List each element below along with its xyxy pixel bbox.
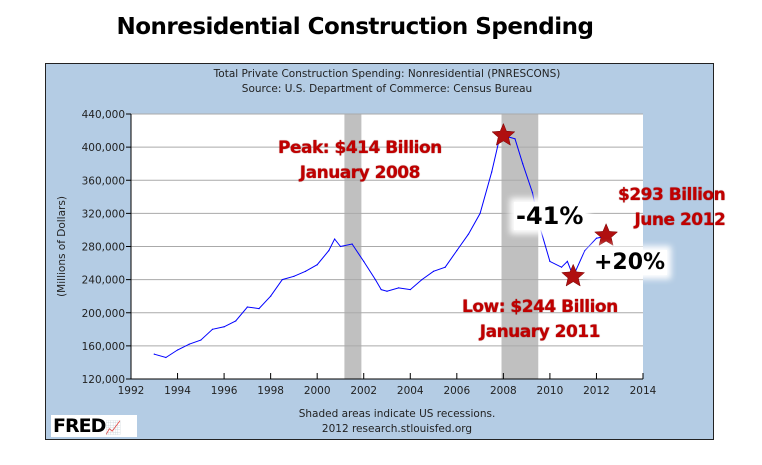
chart-icon: 📈: [105, 421, 122, 436]
data-point: [339, 245, 342, 248]
data-point: [188, 343, 190, 345]
data-point: [270, 295, 272, 297]
y-tick-label: 440,000: [82, 109, 125, 121]
x-tick-label: 1996: [211, 385, 238, 397]
x-tick-label: 1994: [164, 385, 191, 397]
x-tick-label: 2004: [397, 385, 424, 397]
star-marker: [491, 122, 516, 146]
x-tick-label: 2010: [537, 385, 564, 397]
peak-date: January 2008: [299, 163, 421, 183]
x-tick-label: 2006: [443, 385, 470, 397]
data-point: [281, 279, 283, 281]
x-tick-label: 1992: [118, 385, 145, 397]
data-point: [566, 260, 568, 263]
y-tick-label: 240,000: [82, 275, 125, 287]
data-point: [479, 212, 481, 214]
star-marker: [561, 263, 586, 287]
fred-logo: FRED📈: [51, 415, 137, 437]
page-title: Nonresidential Construction Spending: [116, 14, 594, 40]
x-tick-label: 1998: [257, 385, 284, 397]
low-annotation: Low: $244 Billion January 2011: [462, 297, 618, 342]
fred-logo-text: FRED: [53, 415, 106, 437]
y-tick-label: 280,000: [82, 242, 125, 254]
star-marker: [594, 223, 619, 246]
data-point: [549, 260, 551, 263]
data-point: [421, 279, 423, 281]
latest-label: $293 Billion: [618, 185, 726, 205]
data-point: [153, 353, 155, 355]
x-tick-label: 2008: [490, 385, 517, 397]
footer-source: 2012 research.stlouisfed.org: [322, 423, 472, 435]
y-axis-label: (Millions of Dollars): [56, 196, 68, 297]
data-point: [304, 270, 307, 272]
y-tick-label: 360,000: [82, 175, 125, 187]
chart-title: Total Private Construction Spending: Non…: [213, 68, 561, 80]
latest-date: June 2012: [634, 210, 726, 230]
data-point: [316, 264, 318, 266]
y-tick-label: 320,000: [82, 208, 125, 220]
data-point: [584, 250, 586, 252]
data-point: [328, 250, 330, 252]
peak-annotation: Peak: $414 Billion January 2008: [278, 138, 442, 183]
data-point: [467, 233, 470, 235]
data-point: [409, 288, 411, 291]
data-point: [374, 279, 376, 281]
x-tick-label: 2002: [350, 385, 377, 397]
rise-percent: +20%: [592, 250, 668, 275]
data-point: [386, 290, 388, 292]
data-point: [456, 250, 458, 252]
data-point: [560, 266, 563, 268]
data-point: [398, 287, 400, 289]
data-point: [176, 349, 179, 351]
data-point: [293, 275, 295, 277]
data-point: [334, 238, 336, 240]
chart-subtitle: Source: U.S. Department of Commerce: Cen…: [242, 83, 532, 95]
y-tick-label: 120,000: [82, 374, 125, 386]
y-tick-label: 160,000: [82, 341, 125, 353]
decline-percent: -41%: [514, 202, 586, 230]
data-point: [235, 320, 237, 322]
data-point: [200, 339, 202, 341]
data-point: [595, 237, 598, 239]
low-date: January 2011: [479, 322, 601, 342]
data-point: [351, 243, 353, 245]
data-point: [522, 163, 524, 165]
data-point: [363, 260, 365, 263]
data-point: [165, 356, 167, 359]
low-label: Low: $244 Billion: [462, 297, 618, 317]
data-point: [491, 171, 493, 173]
data-point: [531, 192, 534, 194]
data-point: [444, 266, 446, 268]
data-point: [211, 328, 214, 330]
x-tick-label: 2000: [304, 385, 331, 397]
x-tick-label: 2012: [583, 385, 610, 397]
data-point: [223, 326, 225, 328]
footer-note: Shaded areas indicate US recessions.: [299, 408, 496, 420]
data-point: [258, 308, 260, 310]
y-tick-label: 400,000: [82, 142, 125, 154]
latest-annotation: $293 Billion June 2012: [618, 185, 726, 230]
data-point: [246, 306, 248, 308]
data-point: [380, 288, 382, 291]
y-tick-label: 200,000: [82, 308, 125, 320]
peak-label: Peak: $414 Billion: [278, 138, 442, 158]
data-point: [514, 138, 516, 140]
data-point: [432, 270, 435, 272]
x-tick-label: 2014: [630, 385, 657, 397]
